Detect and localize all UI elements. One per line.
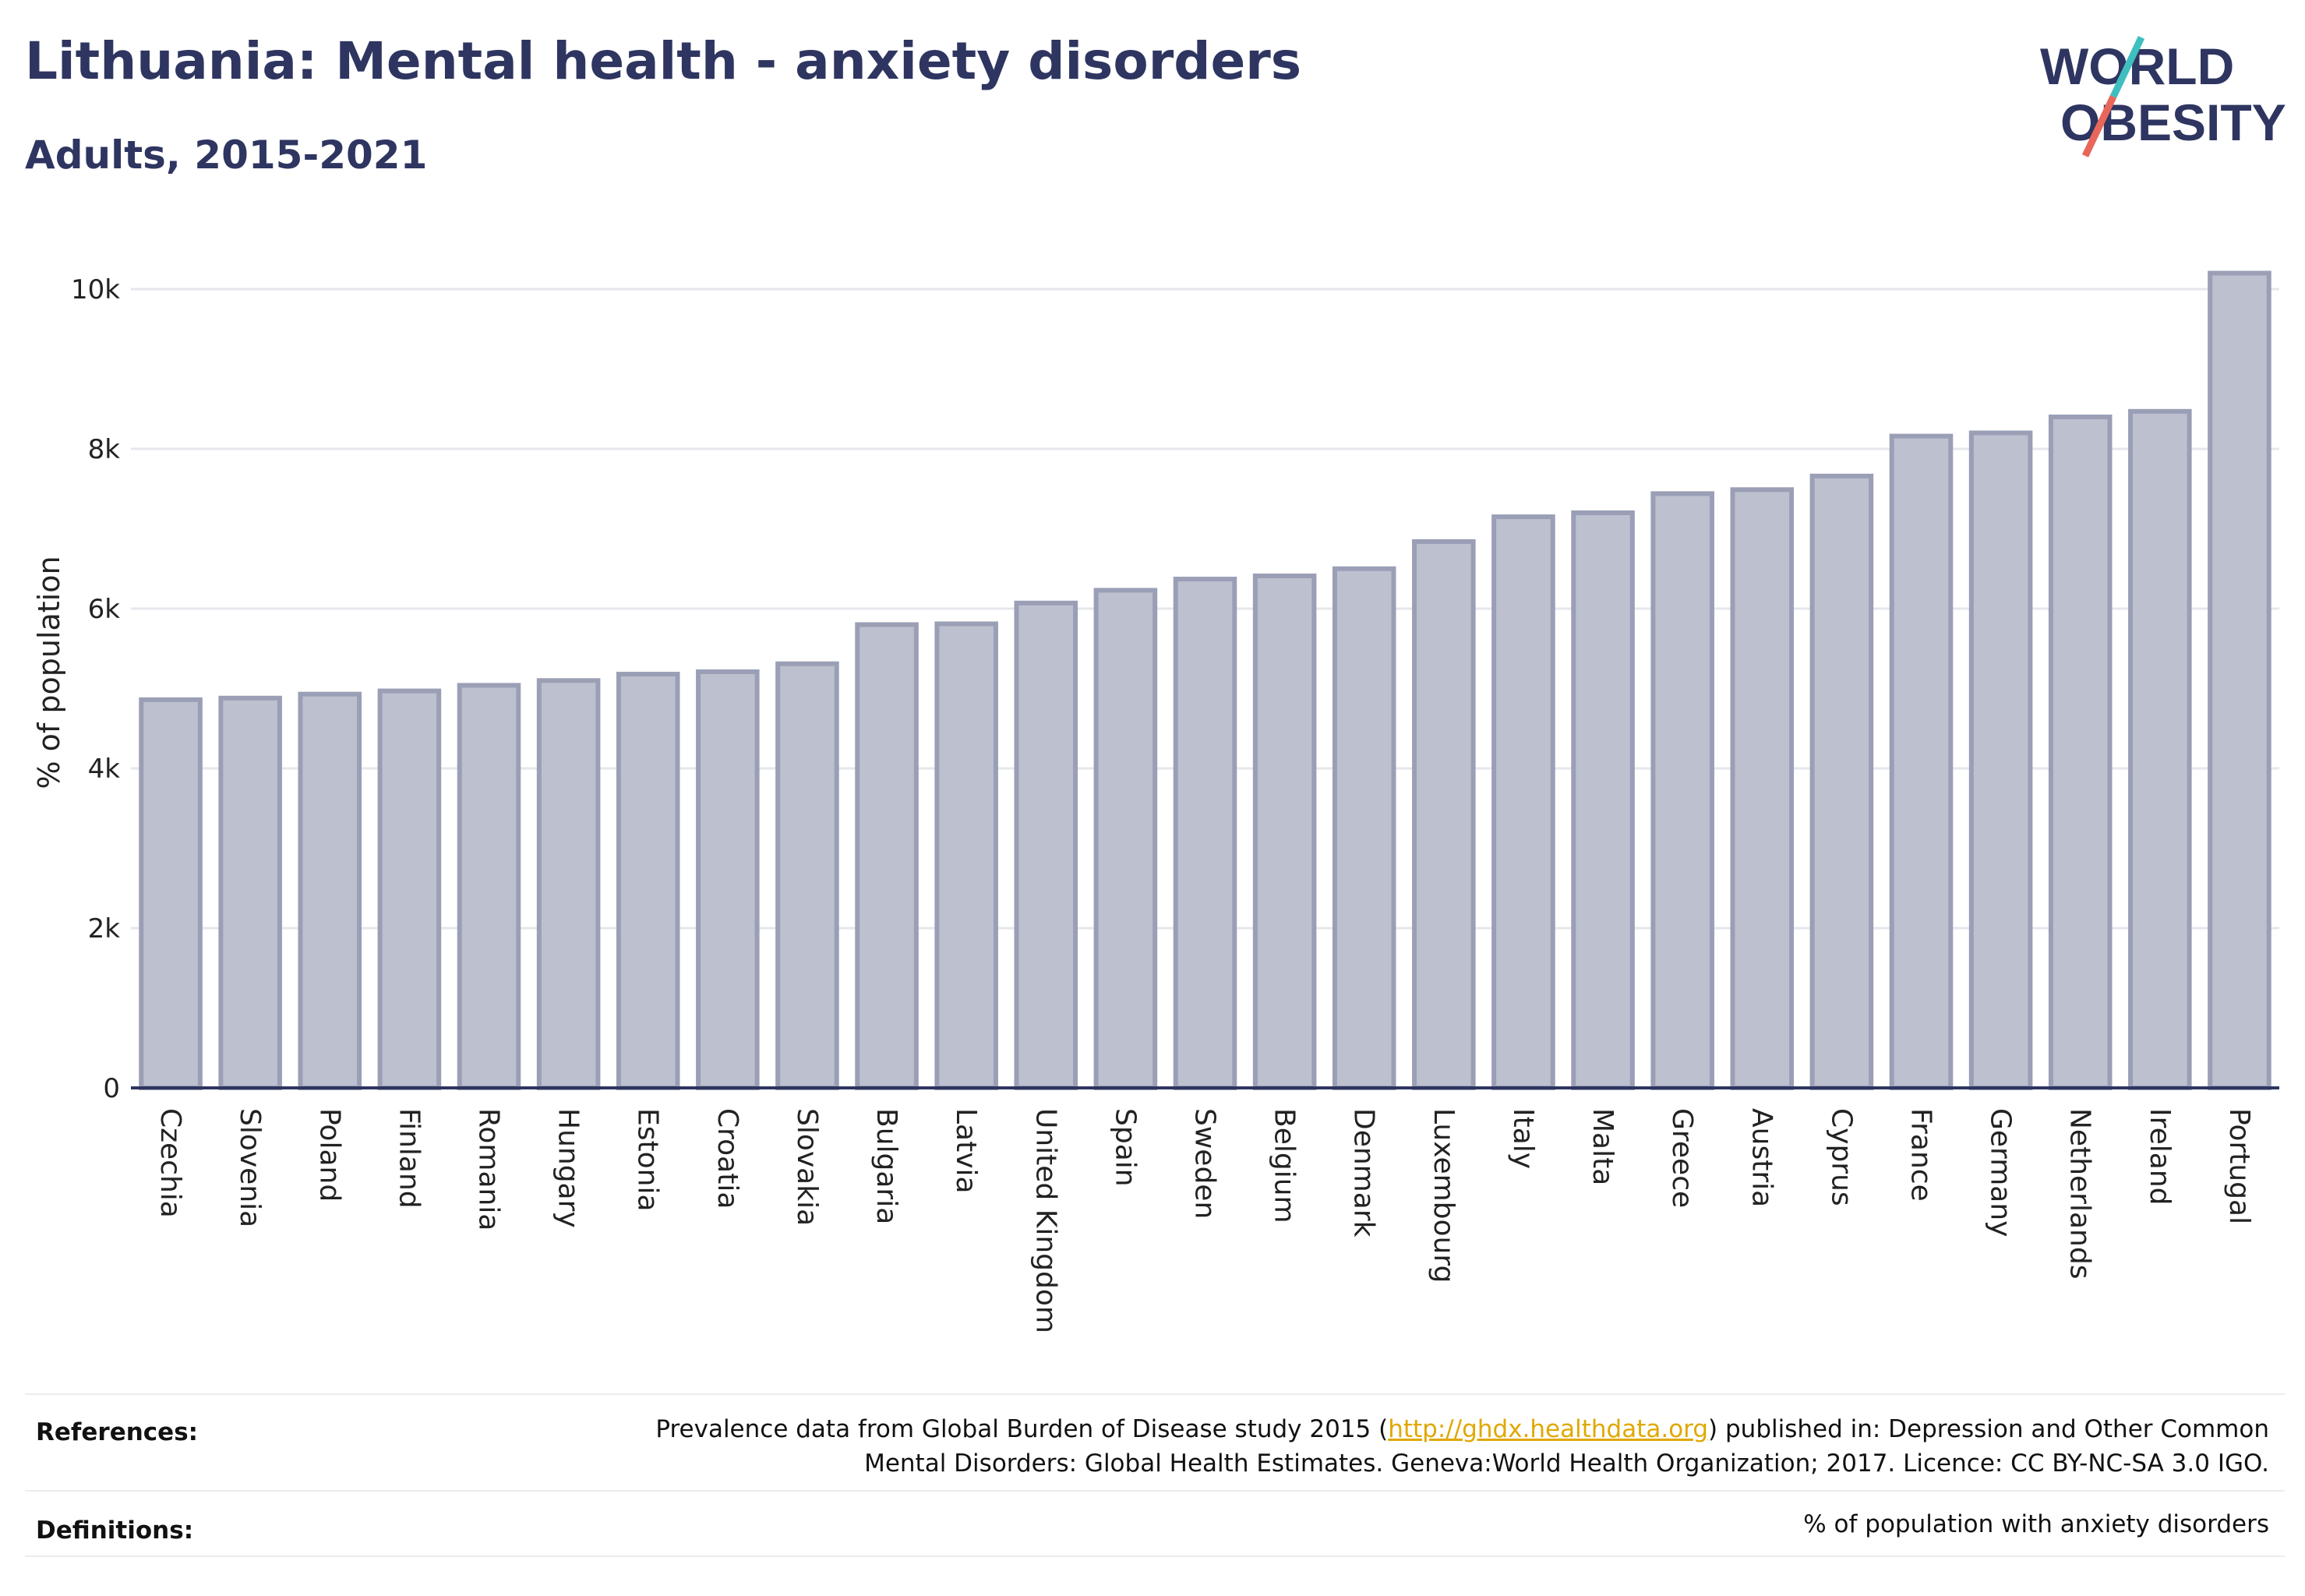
x-tick-label: Bulgaria [870, 1108, 902, 1224]
x-tick-label: Italy [1507, 1108, 1539, 1169]
x-tick-label: Belgium [1269, 1108, 1301, 1223]
x-tick-label: Netherlands [2064, 1108, 2096, 1279]
bar [1650, 491, 1714, 1090]
x-tick-label: Finland [393, 1108, 425, 1209]
bar [1889, 433, 1954, 1090]
bar [934, 621, 998, 1090]
bar [1571, 510, 1635, 1090]
x-tick-label: Slovakia [791, 1108, 823, 1226]
bar [1412, 538, 1476, 1090]
bar [2128, 408, 2192, 1090]
y-axis-title: % of population [32, 556, 66, 789]
bar [2208, 270, 2271, 1090]
world-obesity-logo: WORLD OBESITY [2040, 36, 2286, 157]
x-tick-label: France [1905, 1108, 1937, 1202]
bar [218, 695, 282, 1090]
bar [1014, 600, 1078, 1090]
x-tick-label: Ireland [2144, 1108, 2176, 1206]
chart-title: Lithuania: Mental health - anxiety disor… [25, 31, 1302, 91]
definitions-label: Definitions: [36, 1517, 194, 1545]
x-tick-label: Denmark [1348, 1108, 1380, 1238]
y-tick-label: 2k [88, 913, 121, 945]
references-text: Prevalence data from Global Burden of Di… [477, 1412, 2269, 1481]
x-tick-label: United Kingdom [1029, 1108, 1061, 1333]
bar [696, 669, 760, 1090]
x-tick-label: Malta [1587, 1108, 1618, 1185]
y-tick-label: 0 [103, 1073, 120, 1104]
y-tick-label: 8k [88, 434, 121, 465]
x-tick-label: Poland [313, 1108, 345, 1202]
x-tick-label: Croatia [711, 1108, 743, 1209]
chart-subtitle: Adults, 2015-2021 [25, 132, 428, 178]
bar [2048, 415, 2113, 1090]
x-tick-label: Hungary [552, 1108, 584, 1228]
y-tick-label: 10k [71, 274, 120, 305]
bar [1173, 577, 1237, 1090]
logo-slash-teal [2109, 36, 2145, 98]
x-tick-label: Spain [1109, 1108, 1141, 1187]
bar [775, 661, 839, 1090]
x-tick-label: Cyprus [1825, 1108, 1857, 1206]
references-text-pre: Prevalence data from Global Burden of Di… [655, 1415, 1389, 1443]
x-tick-label: Latvia [950, 1108, 982, 1194]
bar [1809, 473, 1874, 1090]
bar [139, 697, 203, 1090]
x-tick-label: Sweden [1189, 1108, 1221, 1219]
bar [1332, 566, 1396, 1090]
footer-divider-middle [25, 1490, 2285, 1492]
x-tick-label: Greece [1666, 1108, 1698, 1208]
footer-divider-bottom [25, 1555, 2285, 1557]
x-tick-label: Luxembourg [1428, 1108, 1460, 1283]
x-tick-label: Portugal [2223, 1108, 2255, 1224]
references-label: References: [36, 1418, 199, 1446]
definitions-text: % of population with anxiety disorders [1803, 1510, 2269, 1538]
bar [1968, 430, 2033, 1090]
x-tick-label: Estonia [632, 1108, 664, 1212]
x-tick-label: Czechia [154, 1108, 186, 1218]
bar [1730, 487, 1795, 1090]
bar [1093, 588, 1158, 1090]
y-tick-label: 4k [88, 754, 121, 785]
references-link[interactable]: http://ghdx.healthdata.org [1388, 1415, 1709, 1443]
references-text-post: ) published in: Depression and Other Com… [1708, 1415, 2269, 1443]
bar-chart: 0 2k 4k 6k 8k 10k % of population Czechia Sloven… [32, 270, 2279, 1333]
bar [298, 691, 362, 1090]
x-tick-label: Slovenia [234, 1108, 266, 1227]
x-tick-label: Romania [473, 1108, 505, 1231]
references-text-line2: Mental Disorders: Global Health Estimate… [864, 1449, 2269, 1478]
x-tick-label: Austria [1746, 1108, 1777, 1207]
bar [616, 672, 680, 1090]
bar [457, 683, 521, 1090]
bar [855, 622, 919, 1090]
footer-divider-top [25, 1393, 2285, 1395]
bar [536, 678, 601, 1090]
bar [1252, 573, 1317, 1090]
logo-slash-coral [2081, 95, 2117, 157]
bar [1491, 514, 1555, 1090]
bar [377, 688, 442, 1090]
x-tick-label: Germany [1985, 1108, 2017, 1237]
y-tick-label: 6k [88, 594, 121, 625]
